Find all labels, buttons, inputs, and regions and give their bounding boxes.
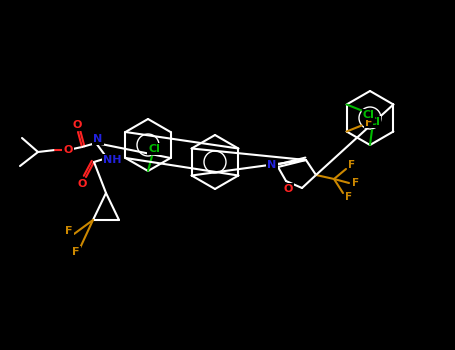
Text: N: N	[268, 160, 277, 170]
Text: O: O	[283, 184, 293, 194]
Text: O: O	[77, 179, 87, 189]
Text: N: N	[93, 134, 103, 144]
Text: Cl: Cl	[363, 110, 374, 119]
Text: O: O	[72, 120, 82, 130]
Text: NH: NH	[103, 155, 121, 165]
Text: F: F	[65, 226, 73, 236]
Text: Cl: Cl	[148, 144, 160, 154]
Text: F: F	[72, 247, 80, 257]
Text: O: O	[63, 145, 73, 155]
Text: Cl: Cl	[368, 117, 380, 127]
Text: F: F	[349, 160, 355, 170]
Text: F: F	[353, 178, 359, 188]
Text: F: F	[365, 118, 372, 127]
Text: F: F	[345, 192, 353, 202]
